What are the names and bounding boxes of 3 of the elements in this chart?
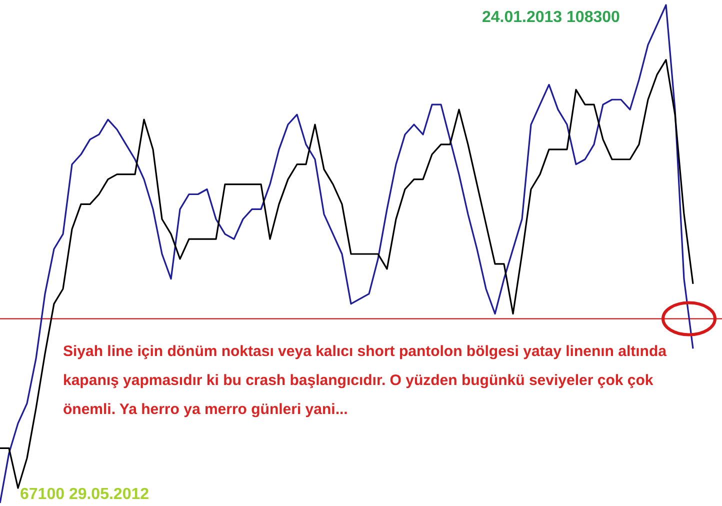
annotation: Siyah line için dönüm noktası veya kalıcı short pantolon bölgesi yatay linenın altında kapanış yapmasıdır ki bu crash başlangıcıdır. O yüzden bugünkü seviyeler çok çok önemli. Ya herro ya merro günleri yani... xyxy=(63,343,668,418)
annotation: 67100 29.05.2012 xyxy=(20,486,150,503)
annotation: 24.01.2013 108300 xyxy=(482,9,620,26)
